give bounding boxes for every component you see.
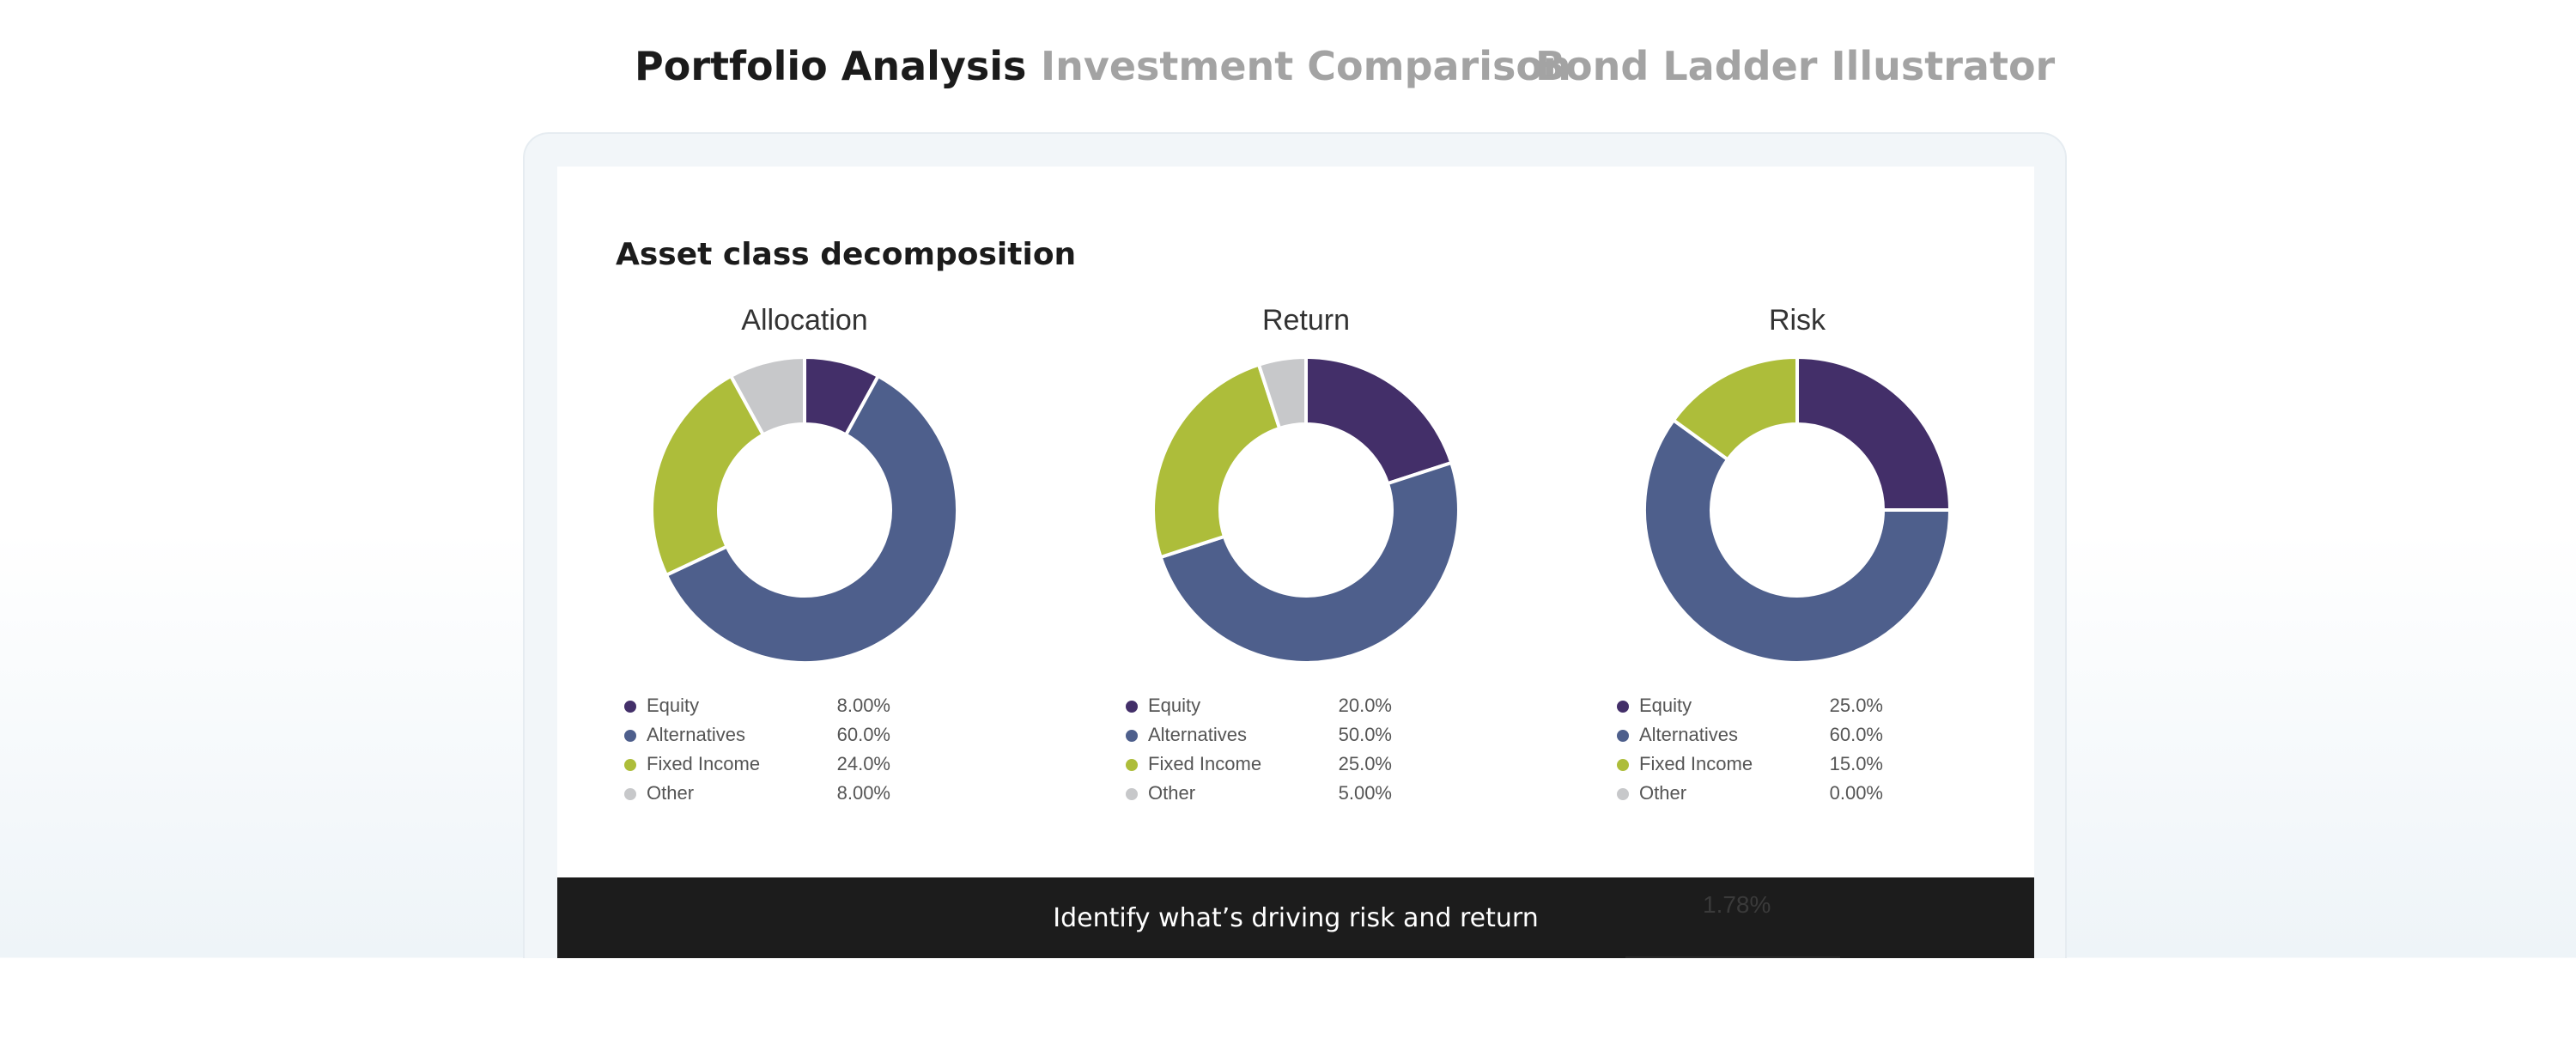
legend-dot-alternatives [624,730,636,742]
risk-donut [1643,355,1953,665]
legend-label: Equity [647,695,700,716]
banner-text: Identify what’s driving risk and return [1053,902,1539,933]
content-frame: Asset class decomposition Allocation Equ… [523,132,2067,958]
legend-row-alternatives: Alternatives 60.0% [624,721,890,750]
legend-label: Alternatives [1639,724,1738,745]
legend-row-other: Other 0.00% [1617,780,1883,809]
return-donut [1151,355,1461,665]
legend-row-fixed-income: Fixed Income 25.0% [1126,750,1392,780]
legend-row-fixed-income: Fixed Income 15.0% [1617,750,1883,780]
legend-value: 25.0% [1829,695,1883,716]
slice-equity [1795,355,1953,512]
ghost-value: 1.78% [1703,891,1771,918]
legend-row-alternatives: Alternatives 60.0% [1617,721,1883,750]
slice-fixed-income [1671,355,1799,463]
legend-row-equity: Equity 25.0% [1617,692,1883,721]
chart-title: Risk [1768,304,1826,337]
slice-alternatives [1643,417,1953,665]
legend-value: 50.0% [1338,724,1392,745]
legend-dot-alternatives [1126,730,1138,742]
legend-dot-fixed-income [624,759,636,771]
risk-legend: Equity 25.0% Alternatives 60.0% Fixed In… [1617,692,1883,809]
insight-banner: Identify what’s driving risk and return … [557,877,2034,958]
legend-row-other: Other 5.00% [1126,780,1392,809]
legend-label: Other [1148,782,1196,804]
legend-row-alternatives: Alternatives 50.0% [1126,721,1392,750]
slice-other [1256,355,1308,431]
legend-dot-fixed-income [1617,759,1629,771]
legend-dot-equity [624,701,636,713]
legend-label: Alternatives [1148,724,1247,745]
legend-value: 8.00% [836,782,890,804]
legend-value: 15.0% [1829,753,1883,774]
chart-title: Allocation [741,304,868,337]
legend-value: 24.0% [836,753,890,774]
legend-label: Fixed Income [1148,753,1262,774]
return-chart: Return Equity 20.0% Alternatives 50.0% F… [1066,304,1546,804]
legend-label: Alternatives [647,724,745,745]
allocation-legend: Equity 8.00% Alternatives 60.0% Fixed In… [624,692,890,809]
slice-fixed-income [1151,362,1282,560]
slice-alternatives [664,373,959,665]
legend-dot-alternatives [1617,730,1629,742]
legend-dot-equity [1617,701,1629,713]
legend-dot-fixed-income [1126,759,1138,771]
section-title: Asset class decomposition [616,237,1077,272]
chart-title: Return [1261,304,1351,337]
legend-value: 5.00% [1338,782,1392,804]
legend-row-other: Other 8.00% [624,780,890,809]
legend-label: Fixed Income [647,753,761,774]
legend-row-fixed-income: Fixed Income 24.0% [624,750,890,780]
legend-dot-equity [1126,701,1138,713]
legend-value: 25.0% [1338,753,1392,774]
tab-bar: Portfolio Analysis Investment Comparison… [0,34,2576,167]
allocation-donut [650,355,959,665]
legend-value: 60.0% [836,724,890,745]
slice-alternatives [1158,460,1461,665]
analysis-card: Asset class decomposition Allocation Equ… [557,167,2034,958]
tab-portfolio-analysis[interactable]: Portfolio Analysis [635,43,1027,89]
allocation-chart: Allocation Equity 8.00% Alternatives 60.… [564,304,1045,804]
legend-value: 0.00% [1829,782,1883,804]
legend-row-equity: Equity 20.0% [1126,692,1392,721]
legend-label: Fixed Income [1639,753,1753,774]
slice-fixed-income [650,373,766,578]
tab-bond-ladder-illustrator[interactable]: Bond Ladder Illustrator [1535,43,2056,89]
slice-other [728,355,806,438]
legend-value: 8.00% [836,695,890,716]
risk-chart: Risk Equity 25.0% Alternatives 60.0% Fix… [1557,304,2038,804]
legend-value: 60.0% [1829,724,1883,745]
legend-label: Equity [1148,695,1201,716]
ghost-underline [1625,956,1840,958]
legend-dot-other [1617,788,1629,800]
legend-dot-other [624,788,636,800]
tab-investment-comparison[interactable]: Investment Comparison [1041,43,1571,89]
return-legend: Equity 20.0% Alternatives 50.0% Fixed In… [1126,692,1392,809]
legend-value: 20.0% [1338,695,1392,716]
legend-row-equity: Equity 8.00% [624,692,890,721]
legend-dot-other [1126,788,1138,800]
legend-label: Equity [1639,695,1692,716]
slice-equity [1304,355,1454,486]
legend-label: Other [647,782,695,804]
legend-label: Other [1639,782,1687,804]
